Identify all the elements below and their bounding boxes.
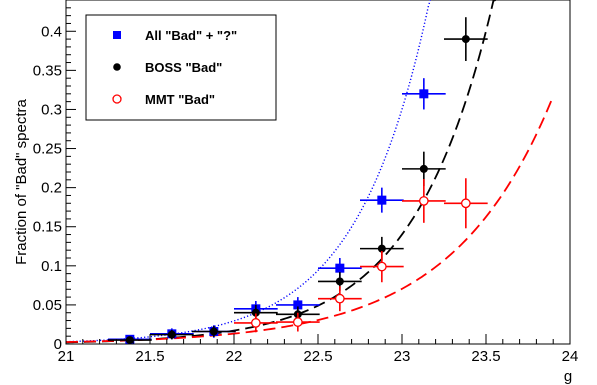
point-marker [377, 195, 387, 205]
point-marker [167, 330, 176, 339]
y-tick-label: 0.35 [33, 62, 62, 79]
x-tick-label: 24 [562, 348, 579, 365]
point-marker [293, 300, 303, 310]
point-marker [292, 317, 303, 327]
fit-curve [65, 0, 496, 344]
point-marker [335, 277, 344, 286]
y-tick-label: 0.3 [41, 101, 62, 118]
y-tick-label: 0 [54, 336, 62, 353]
y-tick-label: 0.2 [41, 180, 62, 197]
point-marker [250, 318, 261, 328]
legend-marker [113, 63, 121, 71]
point-marker [376, 261, 387, 272]
y-axis-title: Fraction of "Bad" spectra [13, 98, 30, 264]
data-point [108, 336, 152, 345]
point-marker [419, 164, 428, 173]
point-marker [461, 35, 470, 44]
data-points [108, 17, 488, 345]
x-tick-label: 23.5 [471, 348, 500, 365]
x-tick-label: 21 [58, 348, 75, 365]
x-tick-label: 23 [394, 348, 411, 365]
data-point [234, 313, 278, 333]
point-marker [377, 244, 386, 253]
point-marker [125, 336, 134, 345]
point-marker [335, 263, 345, 273]
x-axis-title: g [564, 368, 572, 385]
data-point [444, 178, 488, 229]
x-tick-label: 22.5 [303, 348, 332, 365]
point-marker [209, 327, 218, 336]
y-tick-label: 0.05 [33, 297, 62, 314]
data-point [360, 250, 404, 283]
data-point [150, 329, 194, 340]
y-tick-label: 0.25 [33, 141, 62, 158]
legend: All "Bad" + "?" BOSS "Bad" MMT "Bad" [85, 14, 277, 121]
legend-label: MMT "Bad" [145, 92, 215, 107]
y-tick-label: 0.1 [41, 258, 62, 275]
y-axis: 0 0.05 0.1 0.15 0.2 0.25 0.3 0.35 0.4 [33, 0, 76, 353]
point-marker [419, 89, 429, 99]
data-point [402, 78, 446, 110]
x-axis: 21 21.5 22 22.5 23 23.5 24 [58, 334, 579, 365]
data-point [402, 179, 446, 223]
point-marker [251, 308, 260, 317]
data-point [360, 187, 404, 213]
point-marker [418, 196, 429, 206]
legend-marker [113, 31, 121, 39]
legend-marker [112, 94, 122, 104]
point-marker [460, 198, 471, 209]
x-tick-label: 22 [226, 348, 243, 365]
data-point [192, 326, 236, 337]
fit-curve [65, 0, 431, 343]
data-point [444, 17, 488, 61]
point-marker [334, 293, 345, 304]
data-point [276, 312, 320, 332]
legend-label: All "Bad" + "?" [145, 28, 237, 43]
legend-label: BOSS "Bad" [145, 60, 222, 75]
x-tick-label: 21.5 [135, 348, 164, 365]
data-point [318, 286, 362, 312]
y-tick-label: 0.4 [41, 23, 62, 40]
y-tick-label: 0.15 [33, 219, 62, 236]
